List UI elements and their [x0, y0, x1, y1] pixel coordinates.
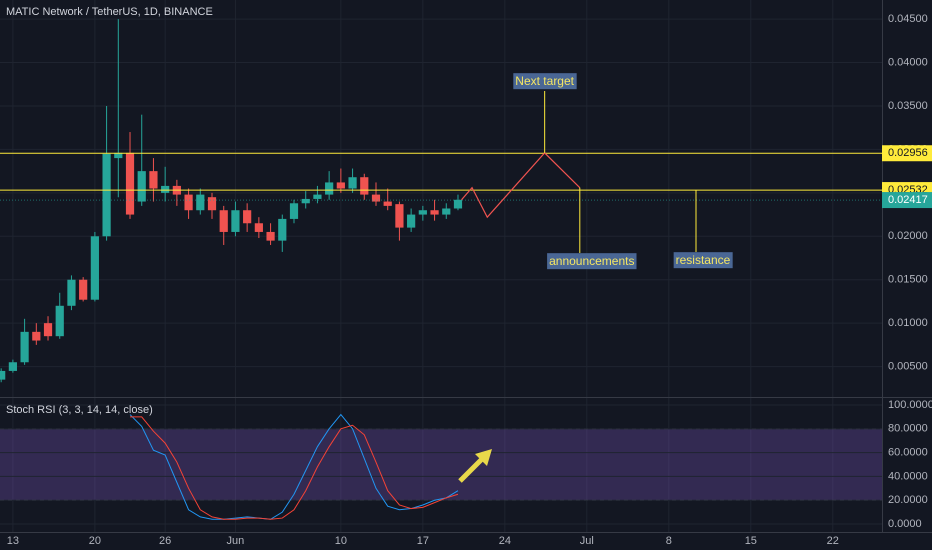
candle-body	[395, 204, 404, 228]
annotation-box	[547, 253, 637, 270]
x-tick-label: 26	[159, 535, 171, 547]
x-tick-label: 24	[499, 535, 511, 547]
candle-body	[55, 305, 64, 337]
candle-body	[442, 208, 451, 215]
y-tick-label: 0.02000	[888, 230, 928, 242]
candle-body	[383, 201, 392, 206]
x-tick-label: 10	[335, 535, 347, 547]
y-tick-label: 0.04500	[888, 13, 928, 25]
candle-body	[207, 197, 217, 211]
candle-body	[79, 279, 88, 300]
y-tick-label: 40.0000	[888, 470, 928, 482]
candle-body	[137, 171, 146, 202]
x-tick-label: 15	[745, 535, 757, 547]
indicator-title: Stoch RSI (3, 3, 14, 14, close)	[6, 404, 153, 416]
candle-body	[149, 171, 158, 189]
candle-body	[254, 223, 263, 232]
annotation-box	[673, 252, 733, 269]
candle-body	[219, 210, 228, 232]
annotation-label: resistance	[676, 253, 731, 267]
candle-body	[289, 203, 299, 219]
projection-line	[461, 152, 581, 219]
candle-body	[231, 210, 240, 232]
y-tick-label: 20.0000	[888, 494, 928, 506]
x-tick-label: 13	[7, 535, 19, 547]
candle-body	[243, 210, 252, 224]
x-tick-label: Jun	[227, 535, 245, 547]
candle-body	[125, 152, 135, 215]
candle-body	[418, 210, 427, 215]
x-tick-label: 20	[89, 535, 101, 547]
last-price-tag	[882, 192, 932, 209]
candle-body	[348, 177, 357, 189]
y-tick-label: 100.0000	[888, 399, 932, 411]
candle-body	[8, 362, 17, 371]
candle-body	[336, 182, 345, 189]
candle-body	[43, 323, 53, 337]
candle-body	[114, 152, 123, 159]
x-tick-label: 8	[666, 535, 672, 547]
candle-body	[266, 231, 275, 241]
candle-body	[430, 210, 439, 215]
candle-body	[407, 214, 416, 228]
y-tick-label: 80.0000	[888, 423, 928, 435]
chart-title: MATIC Network / TetherUS, 1D, BINANCE	[6, 6, 213, 18]
y-tick-label: 0.03500	[888, 100, 928, 112]
candle-body	[67, 279, 76, 306]
candle-body	[196, 194, 205, 211]
annotation-label: Next target	[515, 74, 574, 88]
arrow-head	[475, 449, 492, 466]
arrow	[458, 449, 492, 483]
annotation-label: announcements	[549, 254, 634, 268]
stoch-line	[130, 416, 459, 520]
y-tick-label: 0.00500	[888, 361, 928, 373]
candle-body	[301, 198, 310, 204]
candle-body	[184, 194, 193, 211]
arrow-shaft	[458, 456, 485, 483]
stoch-line	[129, 413, 459, 520]
candle-body	[90, 236, 99, 300]
candle-body	[325, 182, 334, 195]
candle-body	[102, 153, 111, 237]
level-price-tag	[882, 145, 932, 162]
annotation-box	[513, 73, 577, 90]
candle-body	[453, 199, 463, 209]
candle-body	[371, 194, 381, 202]
overbought-oversold-band	[0, 428, 882, 501]
candle-body	[32, 331, 41, 341]
candle-body	[278, 218, 287, 241]
y-tick-label: 0.01000	[888, 317, 928, 329]
level-price-label: 0.02956	[888, 147, 928, 159]
candle-body	[0, 370, 6, 380]
last-price-label: 0.02417	[888, 194, 928, 206]
x-tick-label: 17	[417, 535, 429, 547]
x-tick-label: 22	[827, 535, 839, 547]
candle-body	[313, 194, 322, 199]
y-tick-label: 0.01500	[888, 274, 928, 286]
y-tick-label: 0.04000	[888, 56, 928, 68]
candle-body	[161, 185, 170, 193]
x-tick-label: Jul	[580, 535, 594, 547]
y-tick-label: 0.0000	[888, 518, 922, 530]
y-tick-label: 60.0000	[888, 447, 928, 459]
candle-body	[360, 177, 369, 195]
candle-body	[20, 331, 29, 363]
